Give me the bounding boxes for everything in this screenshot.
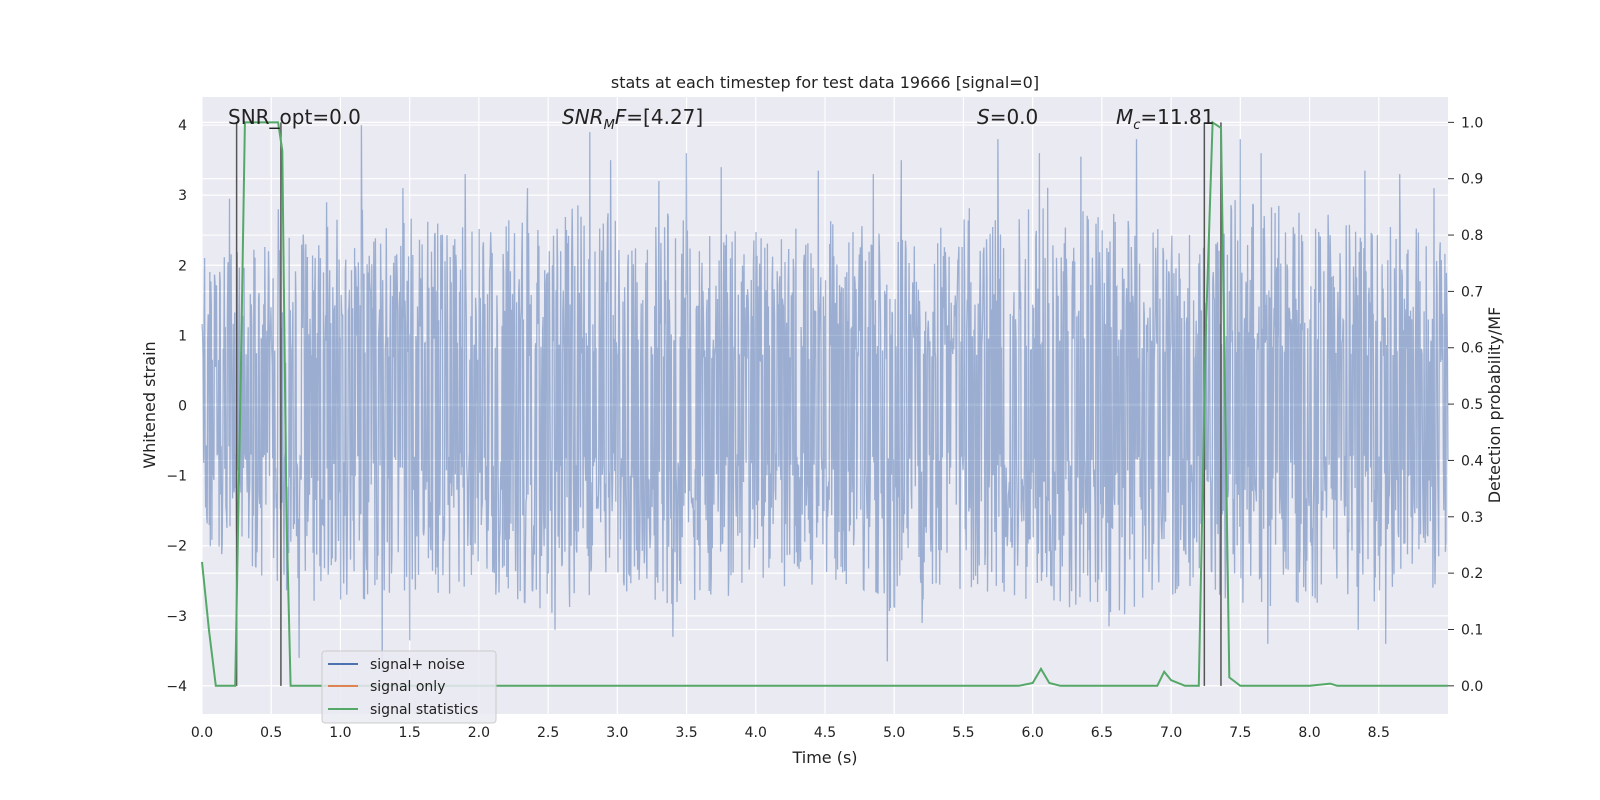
annotation-s-value: =0.0 — [990, 105, 1039, 129]
legend-box — [321, 650, 497, 724]
x-tick-label: 6.0 — [1022, 725, 1044, 741]
legend-label-signal-noise: signal+ noise — [370, 657, 465, 673]
x-tick-label: 8.0 — [1298, 725, 1320, 741]
y2-tick-label: 0.6 — [1461, 341, 1483, 357]
y2-tick-label: 0.8 — [1461, 228, 1483, 244]
statistics-line — [201, 120, 1448, 687]
x-tick-label: 7.5 — [1229, 725, 1251, 741]
x-tick-label: 0.0 — [191, 725, 213, 741]
y-tick-label: 0 — [178, 399, 187, 415]
y-tick-label: 3 — [178, 188, 187, 204]
annotation-s: S=0.0 — [977, 105, 1038, 129]
y2-tick-label: 0.5 — [1461, 397, 1483, 413]
y2-tick-label: 0.7 — [1461, 284, 1483, 300]
annotation-snr-mf-sub: M — [604, 118, 615, 133]
x-axis-ticks: 0.0 0.5 1.0 1.5 2.0 2.5 3.0 3.5 4.0 4.5 5.0 5.5 6.0 6… — [191, 725, 1390, 741]
x-tick-label: 1.0 — [329, 725, 351, 741]
x-axis-label: Time (s) — [791, 748, 857, 767]
legend-label-signal-statistics: signal statistics — [370, 702, 478, 718]
annotation-snr-mf-value: =[4.27] — [626, 105, 703, 129]
x-tick-label: 2.0 — [468, 725, 490, 741]
y-axis-ticks: −4 −3 −2 −1 0 1 2 3 4 — [166, 118, 187, 695]
y2-tick-label: 0.3 — [1461, 510, 1483, 526]
annotation-snr-opt: SNR_opt=0.0 — [228, 105, 361, 129]
x-tick-label: 8.5 — [1368, 725, 1390, 741]
x-tick-label: 5.5 — [952, 725, 974, 741]
y-tick-label: −2 — [166, 539, 187, 555]
legend-label-signal-only: signal only — [370, 679, 445, 695]
y-tick-label: 4 — [178, 118, 187, 134]
y2-tick-label: 0.0 — [1461, 679, 1483, 695]
series-signal-statistics — [201, 120, 1448, 687]
y2-tick-label: 1.0 — [1461, 115, 1483, 131]
y-tick-label: −4 — [166, 679, 187, 695]
annotation-mc-sub: c — [1133, 118, 1140, 133]
x-tick-label: 6.5 — [1091, 725, 1113, 741]
x-tick-label: 4.0 — [745, 725, 767, 741]
legend: signal+ noise signal only signal statist… — [321, 650, 497, 724]
y2-axis-ticks: 0.0 0.1 0.2 0.3 0.4 0.5 0.6 0.7 0.8 0.9 1.0 — [1448, 115, 1483, 695]
y-tick-label: −1 — [166, 469, 187, 485]
x-tick-label: 3.0 — [606, 725, 628, 741]
noise-line — [201, 124, 1449, 672]
y2-axis-label: Detection probability/MF — [1485, 307, 1504, 504]
annotation-snr-mf-rest: F — [615, 105, 627, 129]
x-tick-label: 3.5 — [675, 725, 697, 741]
y2-tick-label: 0.2 — [1461, 566, 1483, 582]
y2-tick-label: 0.1 — [1461, 622, 1483, 638]
y-tick-label: 2 — [178, 258, 187, 274]
y2-tick-label: 0.9 — [1461, 172, 1483, 188]
y-tick-label: −3 — [166, 609, 187, 625]
x-tick-label: 1.5 — [399, 725, 421, 741]
x-tick-label: 0.5 — [260, 725, 282, 741]
annotation-s-label: S — [977, 105, 990, 129]
annotation-mc-label: M — [1116, 105, 1133, 129]
annotation-snr-mf: SNRMF=[4.27] — [562, 105, 703, 133]
annotation-snr-mf-main: SNR — [562, 105, 604, 129]
annotation-mc-value: =11.81 — [1140, 105, 1214, 129]
y-tick-label: 1 — [178, 328, 187, 344]
y2-tick-label: 0.4 — [1461, 453, 1483, 469]
chart-title: stats at each timestep for test data 196… — [611, 73, 1039, 92]
y-axis-label: Whitened strain — [140, 341, 159, 468]
annotation-mc: Mc=11.81 — [1116, 105, 1214, 133]
x-tick-label: 4.5 — [814, 725, 836, 741]
x-tick-label: 2.5 — [537, 725, 559, 741]
series-signal-noise — [201, 124, 1449, 672]
x-tick-label: 7.0 — [1160, 725, 1182, 741]
x-tick-label: 5.0 — [883, 725, 905, 741]
